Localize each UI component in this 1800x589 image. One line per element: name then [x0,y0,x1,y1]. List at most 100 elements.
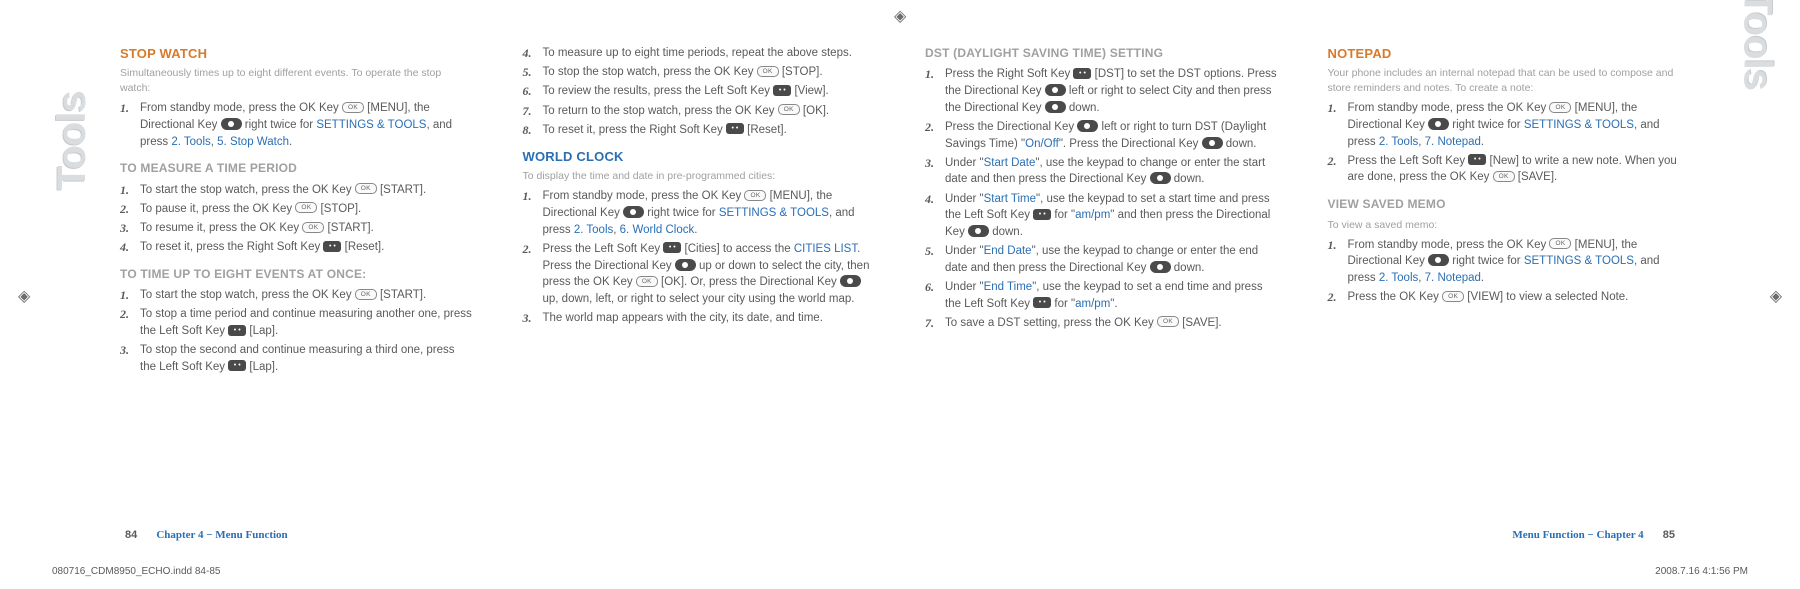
eight-events-heading: TO TIME UP TO EIGHT EVENTS AT ONCE: [120,266,473,283]
directional-key-icon [221,118,242,130]
page-number: 84 [125,529,137,541]
list-item: To measure up to eight time periods, rep… [523,45,876,62]
directional-key-icon [1428,254,1449,266]
directional-key-icon [1045,101,1066,113]
list-item: To start the stop watch, press the OK Ke… [120,182,473,199]
directional-key-icon [623,206,644,218]
list-item: Under "Start Time", use the keypad to se… [925,191,1278,241]
text: down. [1171,173,1205,185]
text: for " [1051,209,1075,221]
list-item: Press the Right Soft Key • • [DST] to se… [925,66,1278,116]
text: down. [989,226,1023,238]
measure-heading: TO MEASURE A TIME PERIOD [120,160,473,177]
notepad-steps: From standby mode, press the OK Key OK [… [1328,100,1681,186]
text: To reset it, press the Right Soft Key [543,124,726,136]
notepad-intro: Your phone includes an internal notepad … [1328,66,1681,96]
ok-key-icon: OK [295,202,317,213]
link-text: am/pm [1075,209,1110,221]
directional-key-icon [1202,137,1223,149]
ok-key-icon: OK [342,102,364,113]
soft-key-icon: • • [663,242,681,253]
link-text: 2. Tools [574,224,613,236]
ok-key-icon: OK [355,183,377,194]
text: up, down, left, or right to select your … [543,293,855,305]
text: To start the stop watch, press the OK Ke… [140,184,355,196]
stopwatch-intro: Simultaneously times up to eight differe… [120,66,473,96]
directional-key-icon [1077,120,1098,132]
list-item: To stop a time period and continue measu… [120,306,473,339]
list-item: The world map appears with the city, its… [523,310,876,327]
text: Under " [945,157,984,169]
text: right twice for [242,119,317,131]
crop-mark-icon: ◈ [1770,286,1782,306]
list-item: To stop the second and continue measurin… [120,342,473,375]
list-item: From standby mode, press the OK Key OK [… [1328,100,1681,150]
list-item: To resume it, press the OK Key OK [START… [120,220,473,237]
text: . [289,136,292,148]
text: [START]. [324,222,373,234]
measure-steps: To start the stop watch, press the OK Ke… [120,182,473,256]
link-text: SETTINGS & TOOLS [1524,119,1634,131]
link-text: On/Off [1025,138,1059,150]
ok-key-icon: OK [302,222,324,233]
soft-key-icon: • • [1073,68,1091,79]
soft-key-icon: • • [726,123,744,134]
stopwatch-steps: From standby mode, press the OK Key OK [… [120,100,473,150]
text: From standby mode, press the OK Key [1348,239,1550,251]
link-text: End Time [984,281,1033,293]
link-text: 7. Notepad [1425,272,1481,284]
text: To pause it, press the OK Key [140,203,295,215]
soft-key-icon: • • [1033,297,1051,308]
ok-key-icon: OK [1549,238,1571,249]
ok-key-icon: OK [636,276,658,287]
list-item: Press the OK Key OK [VIEW] to view a sel… [1328,289,1681,306]
directional-key-icon [1045,84,1066,96]
text: [Cities] to access the [681,243,794,255]
list-item: To start the stop watch, press the OK Ke… [120,287,473,304]
text: To review the results, press the Left So… [543,85,774,97]
text: Press the Right Soft Key [945,68,1073,80]
footer-right: Menu Function − Chapter 4 85 [1512,529,1675,541]
link-text: Start Time [984,193,1036,205]
eight-events-steps-cont: To measure up to eight time periods, rep… [523,45,876,138]
document-timestamp-meta: 2008.7.16 4:1:56 PM [1655,566,1748,577]
directional-key-icon [968,225,989,237]
dst-heading: DST (DAYLIGHT SAVING TIME) SETTING [925,45,1278,62]
column-2: To measure up to eight time periods, rep… [523,45,876,549]
text: To stop a time period and continue measu… [140,308,472,337]
text: down. [1171,262,1205,274]
ok-key-icon: OK [1549,102,1571,113]
directional-key-icon [675,259,696,271]
list-item: To reset it, press the Right Soft Key • … [120,239,473,256]
text: To save a DST setting, press the OK Key [945,317,1157,329]
link-text: SETTINGS & TOOLS [316,119,426,131]
text: [SAVE]. [1179,317,1222,329]
column-1: STOP WATCH Simultaneously times up to ei… [120,45,473,549]
text: down. [1066,102,1100,114]
list-item: From standby mode, press the OK Key OK [… [1328,237,1681,287]
ok-key-icon: OK [778,104,800,115]
directional-key-icon [1428,118,1449,130]
soft-key-icon: • • [1468,154,1486,165]
ok-key-icon: OK [744,190,766,201]
world-clock-intro: To display the time and date in pre-prog… [523,169,876,184]
soft-key-icon: • • [773,85,791,96]
list-item: Under "End Time", use the keypad to set … [925,279,1278,312]
list-item: From standby mode, press the OK Key OK [… [120,100,473,150]
link-text: am/pm [1075,298,1110,310]
text: [STOP]. [317,203,361,215]
crop-mark-icon: ◈ [894,6,906,26]
world-clock-steps: From standby mode, press the OK Key OK [… [523,188,876,326]
chapter-label: Chapter 4 − Menu Function [156,529,287,541]
text: Press the Left Soft Key [1348,155,1469,167]
text: [Reset]. [744,124,787,136]
list-item: From standby mode, press the OK Key OK [… [523,188,876,238]
text: To stop the stop watch, press the OK Key [543,66,757,78]
chapter-label: Menu Function − Chapter 4 [1512,529,1643,541]
text: down. [1223,138,1257,150]
list-item: To reset it, press the Right Soft Key • … [523,122,876,139]
text: [View]. [791,85,829,97]
stopwatch-heading: STOP WATCH [120,45,473,64]
page-number: 85 [1663,529,1675,541]
soft-key-icon: • • [1033,209,1051,220]
